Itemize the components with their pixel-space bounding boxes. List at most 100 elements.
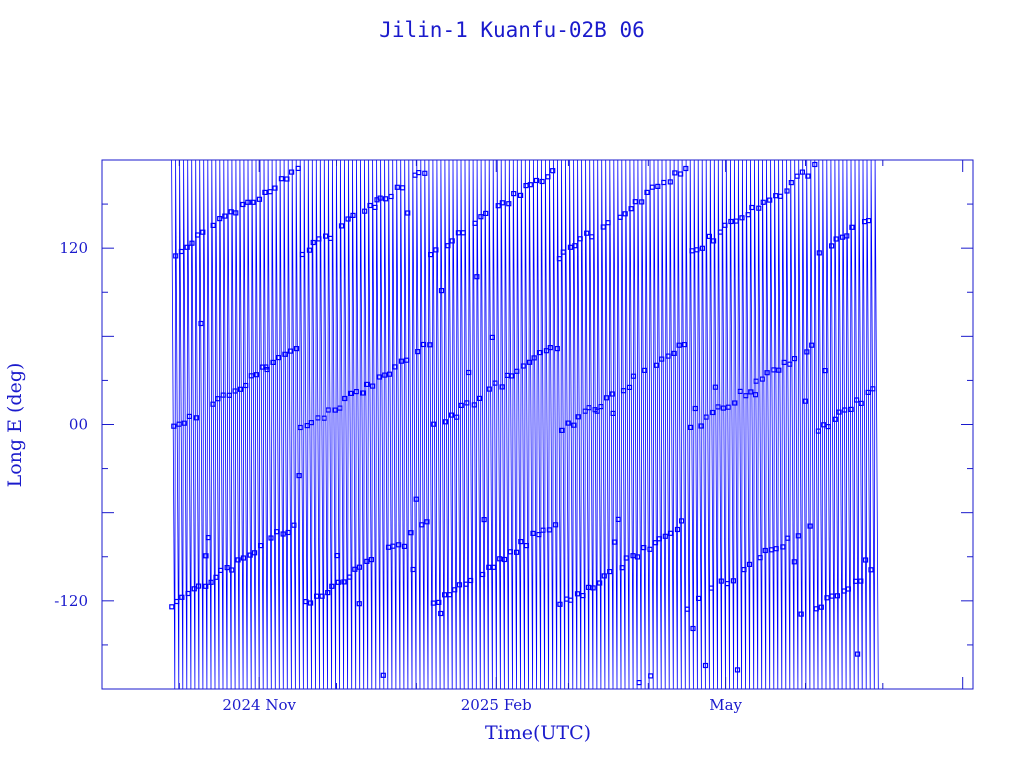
series-marker [275, 355, 282, 361]
series-marker [179, 594, 185, 600]
series-marker [181, 420, 187, 426]
series-marker [303, 598, 309, 605]
series-marker [615, 516, 621, 523]
series-marker [849, 224, 855, 230]
series-marker [768, 547, 775, 553]
series-marker [552, 522, 559, 528]
series-marker [268, 535, 274, 541]
series-marker [220, 392, 226, 398]
series-marker [210, 401, 216, 407]
series-marker [289, 169, 295, 175]
series-marker [728, 218, 734, 225]
series-marker [517, 192, 524, 198]
series-marker [506, 201, 512, 207]
series-marker [245, 199, 251, 205]
y-tick-label: 120 [59, 239, 88, 257]
series-marker [325, 407, 331, 413]
series-marker [222, 213, 228, 219]
series-marker [284, 176, 290, 182]
series-marker [533, 177, 540, 184]
series-marker [665, 353, 671, 359]
series-marker [600, 224, 606, 230]
series-marker [235, 557, 241, 563]
series-marker [315, 415, 321, 421]
series-marker [240, 555, 246, 561]
series-marker [791, 559, 797, 565]
series-marker [341, 579, 347, 585]
series-marker [628, 206, 634, 212]
series-marker [812, 161, 818, 168]
series-marker [748, 389, 754, 395]
series-marker [280, 531, 286, 537]
series-marker [854, 651, 861, 657]
series-marker [802, 398, 809, 404]
series-marker [717, 229, 724, 235]
series-marker [787, 361, 793, 367]
series-marker [468, 577, 474, 584]
series-marker [619, 565, 625, 571]
series-marker [652, 540, 659, 546]
series-marker [445, 243, 451, 249]
series-marker [387, 371, 393, 377]
series-marker [499, 200, 505, 206]
series-marker [478, 214, 484, 220]
series-marker [844, 233, 850, 239]
series-marker [623, 555, 629, 561]
series-marker [870, 386, 876, 392]
series-marker [809, 342, 815, 348]
series-marker [185, 590, 191, 597]
series-marker [471, 402, 477, 408]
series-marker [416, 170, 422, 176]
series-marker [507, 549, 513, 555]
series-marker [526, 359, 533, 365]
series-marker [622, 211, 628, 217]
series-marker [376, 374, 383, 380]
series-marker [722, 222, 728, 228]
series-marker [449, 238, 455, 244]
x-tick-label: 2024 Nov [222, 696, 296, 714]
series-marker [833, 236, 839, 242]
series-marker [367, 202, 373, 209]
series-marker [678, 518, 685, 524]
series-marker [203, 553, 209, 559]
series-marker [258, 542, 264, 549]
series-marker [278, 176, 284, 182]
series-marker [332, 407, 338, 413]
series-marker [291, 522, 297, 528]
series-marker [698, 423, 704, 429]
series-marker [858, 578, 864, 584]
series-marker [297, 424, 303, 431]
series-marker [382, 372, 388, 378]
series-marker [689, 248, 695, 254]
series-marker [233, 210, 239, 216]
series-marker [848, 406, 854, 412]
series-marker [720, 405, 727, 411]
series-marker [780, 544, 786, 550]
series-marker [567, 597, 574, 603]
series-marker [630, 373, 637, 379]
series-marker [565, 420, 571, 426]
series-marker [822, 368, 828, 374]
series-marker [193, 415, 199, 421]
series-marker [438, 610, 444, 617]
series-marker [169, 604, 175, 610]
series-marker [285, 529, 291, 536]
series-marker [695, 595, 702, 602]
series-marker [540, 527, 546, 533]
series-marker [184, 244, 190, 250]
series-marker [497, 556, 503, 562]
series-marker [632, 199, 638, 205]
series-marker [171, 423, 177, 429]
series-marker [636, 679, 642, 686]
series-marker [767, 197, 773, 203]
series-marker [495, 203, 501, 209]
series-marker [648, 673, 654, 679]
ticks-layer: -120 00 120 2024 Nov 2025 Feb May [54, 160, 973, 714]
series-marker [492, 380, 498, 386]
series-marker [667, 179, 673, 185]
series-line [171, 160, 879, 689]
series-marker [858, 400, 864, 406]
series-marker [547, 345, 553, 351]
series-marker [430, 600, 436, 606]
series-marker [656, 536, 663, 542]
